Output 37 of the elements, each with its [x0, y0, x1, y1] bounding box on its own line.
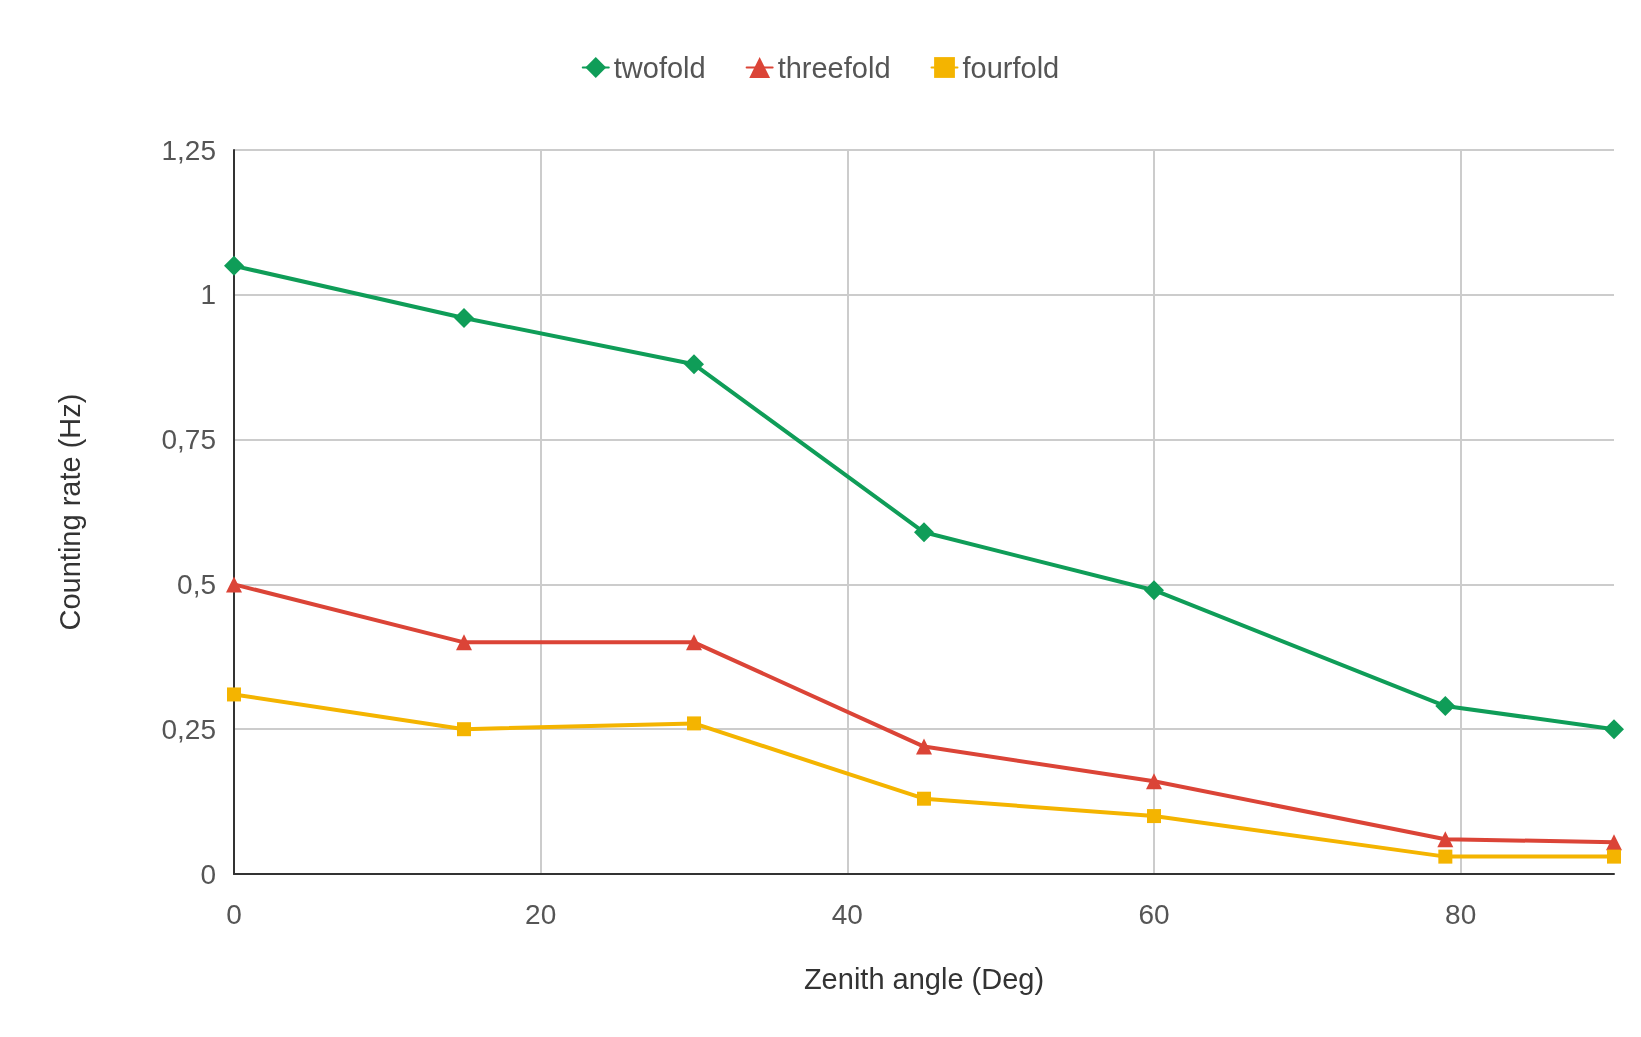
- point: [1144, 580, 1164, 601]
- point: [226, 576, 242, 593]
- point: [1604, 719, 1624, 740]
- point: [917, 791, 931, 806]
- y-axis-title: Counting rate (Hz): [53, 393, 86, 631]
- y-tick-label: 0,5: [177, 568, 216, 600]
- point: [916, 738, 932, 755]
- y-tick-label: 0,25: [161, 713, 216, 745]
- y-tick-label: 0,75: [161, 424, 216, 456]
- x-tick-label: 40: [831, 898, 863, 930]
- legend-label: fourfold: [962, 51, 1060, 84]
- point: [686, 634, 702, 651]
- x-tick-label: 80: [1445, 898, 1477, 930]
- point: [1606, 834, 1622, 851]
- y-tick-label: 0: [200, 858, 216, 890]
- legend-label: threefold: [777, 51, 891, 84]
- point: [684, 354, 704, 375]
- point: [1147, 809, 1161, 824]
- y-tick-label: 1: [200, 279, 216, 311]
- point: [224, 255, 244, 276]
- point: [914, 522, 934, 543]
- point: [1607, 849, 1621, 864]
- point: [1435, 696, 1456, 717]
- point: [1146, 773, 1162, 790]
- point: [454, 307, 474, 328]
- x-tick-label: 20: [525, 898, 557, 930]
- point: [1438, 849, 1453, 864]
- point: [1437, 831, 1454, 848]
- point: [456, 634, 472, 651]
- point: [687, 716, 701, 731]
- y-tick-label: 1,25: [161, 134, 216, 166]
- x-tick-label: 0: [226, 898, 242, 930]
- x-tick-label: 60: [1138, 898, 1170, 930]
- point: [457, 722, 471, 737]
- legend-label: twofold: [613, 51, 706, 84]
- x-axis-title: Zenith angle (Deg): [803, 962, 1045, 995]
- point: [227, 687, 241, 702]
